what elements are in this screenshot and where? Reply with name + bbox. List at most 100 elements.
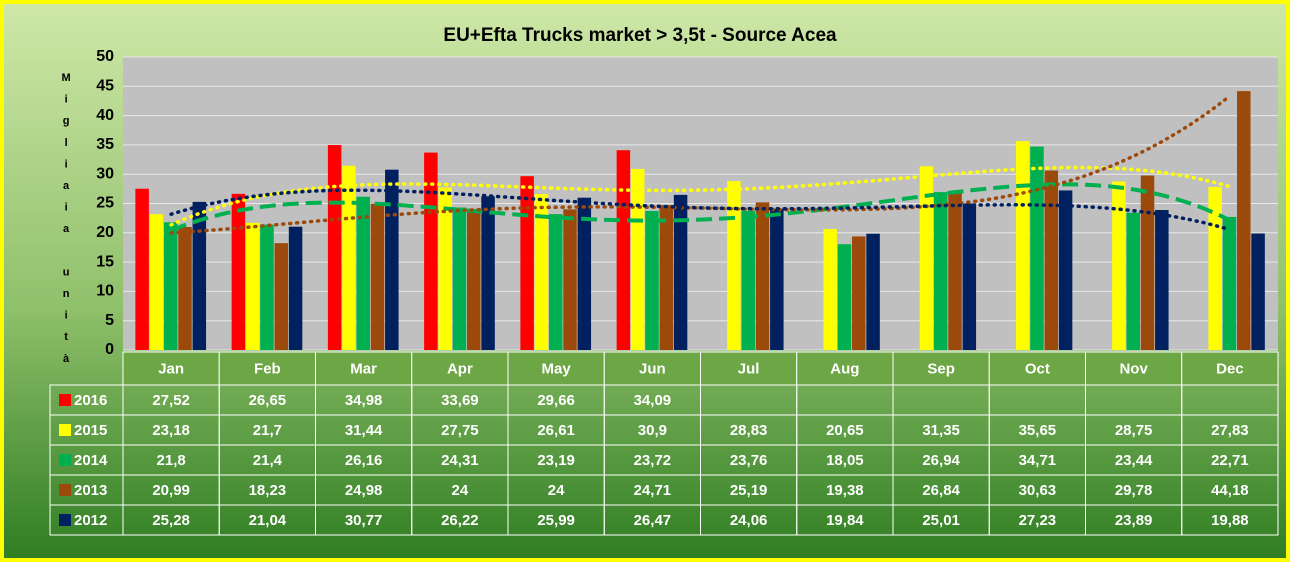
table-header-cell [1181, 351, 1279, 386]
bar [866, 233, 880, 350]
table-value: 26,16 [345, 452, 383, 469]
table-value: 20,65 [826, 422, 864, 439]
table-value: 29,66 [537, 392, 575, 409]
bar [438, 187, 452, 350]
y-tick-label: 5 [105, 312, 114, 329]
y-tick-label: 35 [96, 136, 114, 153]
bar [385, 169, 399, 350]
bar [534, 194, 549, 350]
bar [1112, 181, 1126, 350]
table-value: 27,23 [1019, 512, 1057, 529]
bar [1251, 233, 1265, 350]
bar [548, 214, 563, 350]
bar [1208, 186, 1222, 350]
bar [645, 211, 659, 350]
x-tick-label: Jan [158, 360, 184, 377]
table-value: 25,19 [730, 482, 768, 499]
bar [616, 150, 631, 350]
bar [577, 197, 592, 350]
table-value: 23,18 [152, 422, 190, 439]
table-value: 19,84 [826, 512, 864, 529]
table-value: 26,22 [441, 512, 479, 529]
table-value: 35,65 [1019, 422, 1057, 439]
y-tick-label: 10 [96, 283, 114, 300]
table-cell [1181, 504, 1279, 536]
table-value: 24 [452, 482, 469, 499]
table-value: 29,78 [1115, 482, 1153, 499]
table-value: 23,76 [730, 452, 768, 469]
table-value: 21,4 [253, 452, 283, 469]
table-value: 21,7 [253, 422, 282, 439]
table-value: 44,18 [1211, 482, 1249, 499]
x-tick-label: Apr [447, 360, 473, 377]
bar [933, 192, 948, 350]
bar [770, 209, 784, 350]
table-value: 33,69 [441, 392, 479, 409]
bar [1140, 175, 1155, 350]
table-value: 30,9 [638, 422, 667, 439]
x-tick-label: Mar [350, 360, 377, 377]
trendline [170, 182, 1231, 233]
bar [288, 226, 303, 350]
legend-label: 2014 [74, 452, 108, 469]
table-header-cell [1085, 351, 1183, 386]
table-value: 18,05 [826, 452, 864, 469]
bar [837, 244, 852, 350]
bar [1237, 91, 1251, 351]
bar [327, 145, 342, 350]
bar [356, 196, 370, 350]
table-value: 22,71 [1211, 452, 1249, 469]
table-value: 24 [548, 482, 565, 499]
bar [467, 209, 481, 350]
table-value: 25,28 [152, 512, 190, 529]
bar [1155, 210, 1169, 350]
table-value: 23,72 [634, 452, 672, 469]
bar [481, 196, 495, 350]
y-tick-label: 45 [96, 78, 114, 95]
table-header-cell [796, 351, 894, 386]
legend-label: 2013 [74, 482, 107, 499]
legend-swatch [59, 484, 71, 496]
y-tick-label: 15 [96, 253, 114, 270]
table-value: 25,01 [922, 512, 960, 529]
table-value: 31,35 [922, 422, 960, 439]
y-axis-label: Migliaia unità [60, 72, 72, 374]
y-tick-label: 25 [96, 195, 114, 212]
x-tick-label: Jun [639, 360, 666, 377]
table-value: 19,38 [826, 482, 864, 499]
bar [260, 224, 274, 350]
table-header-cell [218, 351, 316, 386]
table-value: 24,71 [634, 482, 672, 499]
table-value: 27,52 [152, 392, 190, 409]
bar [852, 236, 866, 350]
bar [823, 228, 837, 350]
bar [741, 210, 755, 350]
y-tick-label: 30 [96, 165, 114, 182]
bar [673, 194, 688, 350]
y-tick-label: 0 [105, 341, 114, 358]
bar [755, 202, 770, 350]
table-value: 31,44 [345, 422, 383, 439]
table-value: 28,75 [1115, 422, 1153, 439]
bar [919, 166, 934, 350]
table-header-cell [988, 351, 1086, 386]
bar [1030, 146, 1044, 350]
bar [520, 176, 534, 350]
table-header-cell [315, 351, 413, 386]
y-tick-label: 50 [96, 48, 114, 65]
bar [659, 205, 674, 350]
trendline [169, 188, 1232, 232]
y-tick-label: 40 [96, 107, 114, 124]
table-value: 25,99 [537, 512, 575, 529]
trendline [169, 165, 1232, 227]
table-value: 30,63 [1019, 482, 1057, 499]
x-tick-label: Jul [738, 360, 760, 377]
table-value: 24,98 [345, 482, 383, 499]
legend-label: 2016 [74, 392, 107, 409]
legend-swatch [59, 394, 71, 406]
bar [563, 209, 577, 350]
bar [342, 165, 356, 350]
bar [1222, 216, 1237, 350]
table-value: 21,04 [249, 512, 287, 529]
